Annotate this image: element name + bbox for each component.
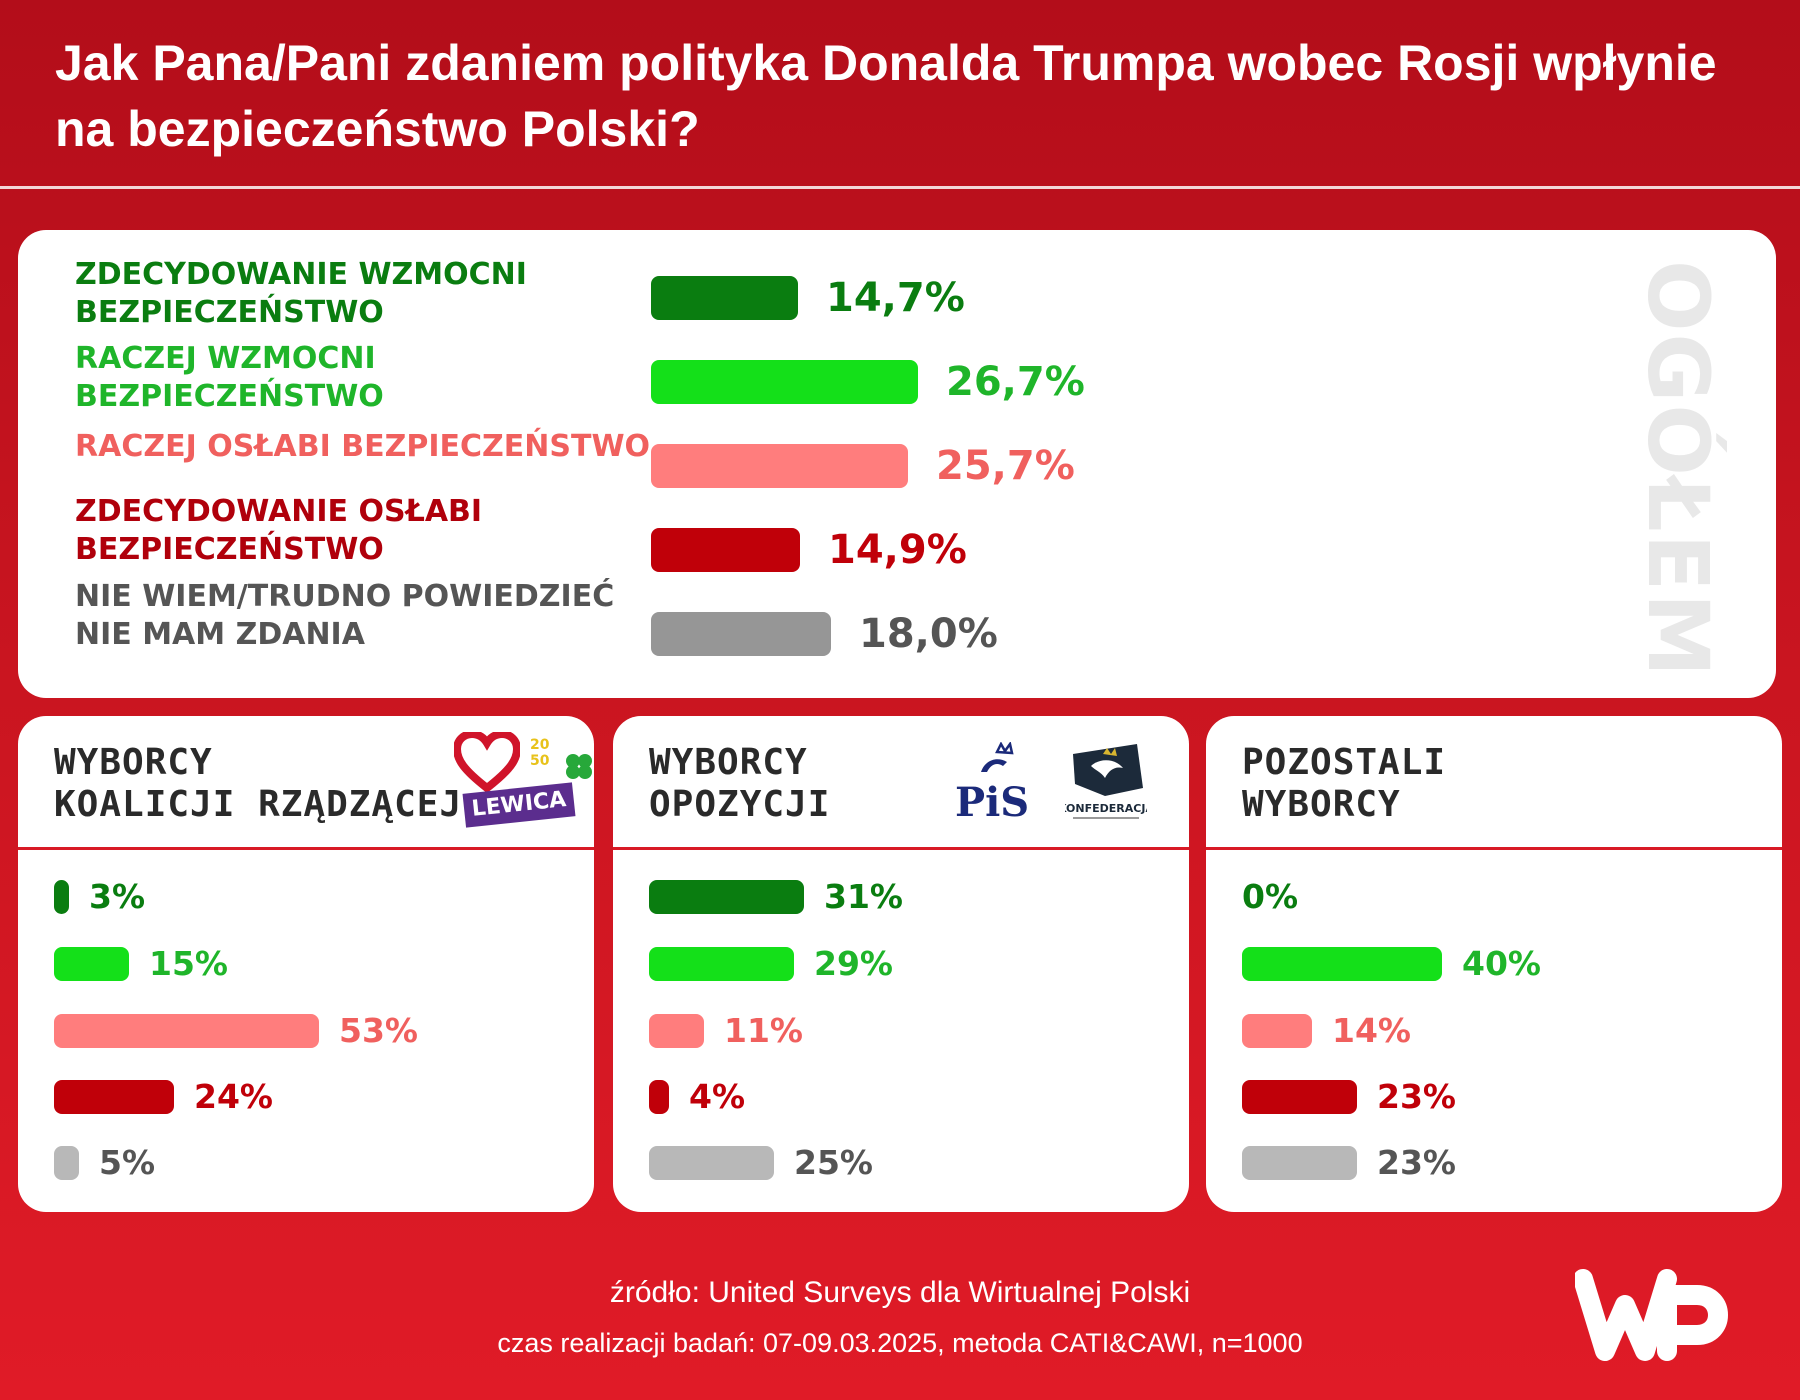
bar-strongly-strengthen <box>651 276 798 320</box>
category-label-strongly-strengthen: ZDECYDOWANIE WZMOCNI BEZPIECZEŃSTWO <box>75 256 527 332</box>
bar-rather-weaken <box>649 1014 704 1048</box>
category-label-line: BEZPIECZEŃSTWO <box>75 532 384 567</box>
category-label-strongly-weaken: ZDECYDOWANIE OSŁABI BEZPIECZEŃSTWO <box>75 493 482 569</box>
others-title-line: POZOSTALI <box>1242 742 1447 783</box>
value-label-dont-know: 25% <box>794 1143 873 1182</box>
pis-logo-text: PiS <box>955 779 1029 822</box>
polska-2050-logo-icon: 20 50 <box>530 737 550 768</box>
category-label-rather-weaken: RACZEJ OSŁABI BEZPIECZEŃSTWO <box>75 428 650 466</box>
overall-side-label: OGÓŁEM <box>1629 260 1727 679</box>
heart-logo-icon <box>454 732 520 792</box>
bar-rather-weaken <box>651 444 908 488</box>
page-title: Jak Pana/Pani zdaniem polityka Donalda T… <box>55 35 1717 157</box>
value-label-dont-know: 23% <box>1377 1143 1456 1182</box>
bar-strongly-weaken <box>54 1080 174 1114</box>
bar-rather-strengthen <box>649 947 794 981</box>
category-label-line: NIE WIEM/TRUDNO POWIEDZIEĆ <box>75 579 615 614</box>
coalition-title-line: WYBORCY <box>54 742 213 783</box>
bar-rather-strengthen <box>54 947 129 981</box>
value-label-rather-strengthen: 40% <box>1462 944 1541 983</box>
bar-rather-weaken <box>1242 1014 1312 1048</box>
svg-text:20: 20 <box>530 737 550 753</box>
bar-rather-strengthen <box>651 360 918 404</box>
value-label-rather-weaken: 11% <box>724 1011 803 1050</box>
category-label-line: RACZEJ OSŁABI BEZPIECZEŃSTWO <box>75 429 651 464</box>
value-label-strongly-strengthen: 0% <box>1242 877 1299 916</box>
bar-strongly-strengthen <box>649 880 804 914</box>
value-label-strongly-weaken: 4% <box>689 1077 746 1116</box>
category-label-line: RACZEJ WZMOCNI <box>75 341 376 376</box>
footer-method: czas realizacji badań: 07-09.03.2025, me… <box>497 1328 1303 1358</box>
konfederacja-logo-icon: KONFEDERACJA <box>1065 744 1147 819</box>
lewica-logo-text: LEWICA <box>470 787 568 822</box>
pis-logo-icon: PiS <box>955 742 1029 822</box>
opposition-voters-card: WYBORCY OPOZYCJI PiS KONFEDERACJA 31% 29%… <box>613 716 1189 1212</box>
category-label-line: NIE MAM ZDANIA <box>75 617 365 652</box>
value-label-strongly-weaken: 24% <box>194 1077 273 1116</box>
coalition-card-divider <box>18 847 594 850</box>
bar-strongly-weaken <box>1242 1080 1357 1114</box>
others-card-title: POZOSTALI WYBORCY <box>1242 742 1446 826</box>
bar-dont-know <box>54 1146 79 1180</box>
value-label-strongly-strengthen: 14,7% <box>826 275 965 321</box>
value-label-strongly-strengthen: 3% <box>89 877 146 916</box>
bar-rather-strengthen <box>1242 947 1442 981</box>
others-card-divider <box>1206 847 1782 850</box>
category-label-line: ZDECYDOWANIE WZMOCNI <box>75 257 527 292</box>
opposition-title-line: OPOZYCJI <box>649 784 831 825</box>
konfederacja-logo-text: KONFEDERACJA <box>1065 802 1147 815</box>
value-label-rather-weaken: 25,7% <box>936 443 1075 489</box>
coalition-title-line: KOALICJI RZĄDZĄCEJ <box>54 784 463 825</box>
value-label-rather-strengthen: 26,7% <box>946 359 1085 405</box>
category-label-line: BEZPIECZEŃSTWO <box>75 379 384 414</box>
bar-strongly-weaken <box>649 1080 669 1114</box>
bar-dont-know <box>651 612 831 656</box>
overall-results-card: OGÓŁEM ZDECYDOWANIE WZMOCNI BEZPIECZEŃSTW… <box>18 230 1776 698</box>
category-label-line: BEZPIECZEŃSTWO <box>75 295 384 330</box>
opposition-title-line: WYBORCY <box>649 742 808 783</box>
category-label-line: ZDECYDOWANIE OSŁABI <box>75 494 483 529</box>
value-label-strongly-weaken: 23% <box>1377 1077 1456 1116</box>
title-divider <box>0 186 1800 189</box>
value-label-rather-strengthen: 29% <box>814 944 893 983</box>
svg-text:50: 50 <box>530 753 550 768</box>
coalition-voters-card: WYBORCY KOALICJI RZĄDZĄCEJ 20 50 LEWICA … <box>18 716 594 1212</box>
category-label-rather-strengthen: RACZEJ WZMOCNI BEZPIECZEŃSTWO <box>75 340 384 416</box>
bar-dont-know <box>1242 1146 1357 1180</box>
bar-rather-weaken <box>54 1014 319 1048</box>
category-label-dont-know: NIE WIEM/TRUDNO POWIEDZIEĆ NIE MAM ZDANIA <box>75 578 614 654</box>
opposition-card-divider <box>613 847 1189 850</box>
others-title-line: WYBORCY <box>1242 784 1401 825</box>
bar-dont-know <box>649 1146 774 1180</box>
value-label-rather-weaken: 14% <box>1332 1011 1411 1050</box>
value-label-dont-know: 18,0% <box>859 611 998 657</box>
value-label-strongly-weaken: 14,9% <box>828 527 967 573</box>
value-label-strongly-strengthen: 31% <box>824 877 903 916</box>
wp-logo-icon <box>1575 1269 1728 1361</box>
value-label-dont-know: 5% <box>99 1143 156 1182</box>
clover-logo-icon <box>566 754 592 779</box>
opposition-card-title: WYBORCY OPOZYCJI <box>649 742 830 826</box>
bar-strongly-weaken <box>651 528 800 572</box>
coalition-card-title: WYBORCY KOALICJI RZĄDZĄCEJ <box>54 742 462 826</box>
other-voters-card: POZOSTALI WYBORCY 0% 40% 14% 23% 23% <box>1206 716 1782 1212</box>
value-label-rather-weaken: 53% <box>339 1011 418 1050</box>
value-label-rather-strengthen: 15% <box>149 944 228 983</box>
footer-source: źródło: United Surveys dla Wirtualnej Po… <box>609 1276 1191 1309</box>
bar-strongly-strengthen <box>54 880 69 914</box>
